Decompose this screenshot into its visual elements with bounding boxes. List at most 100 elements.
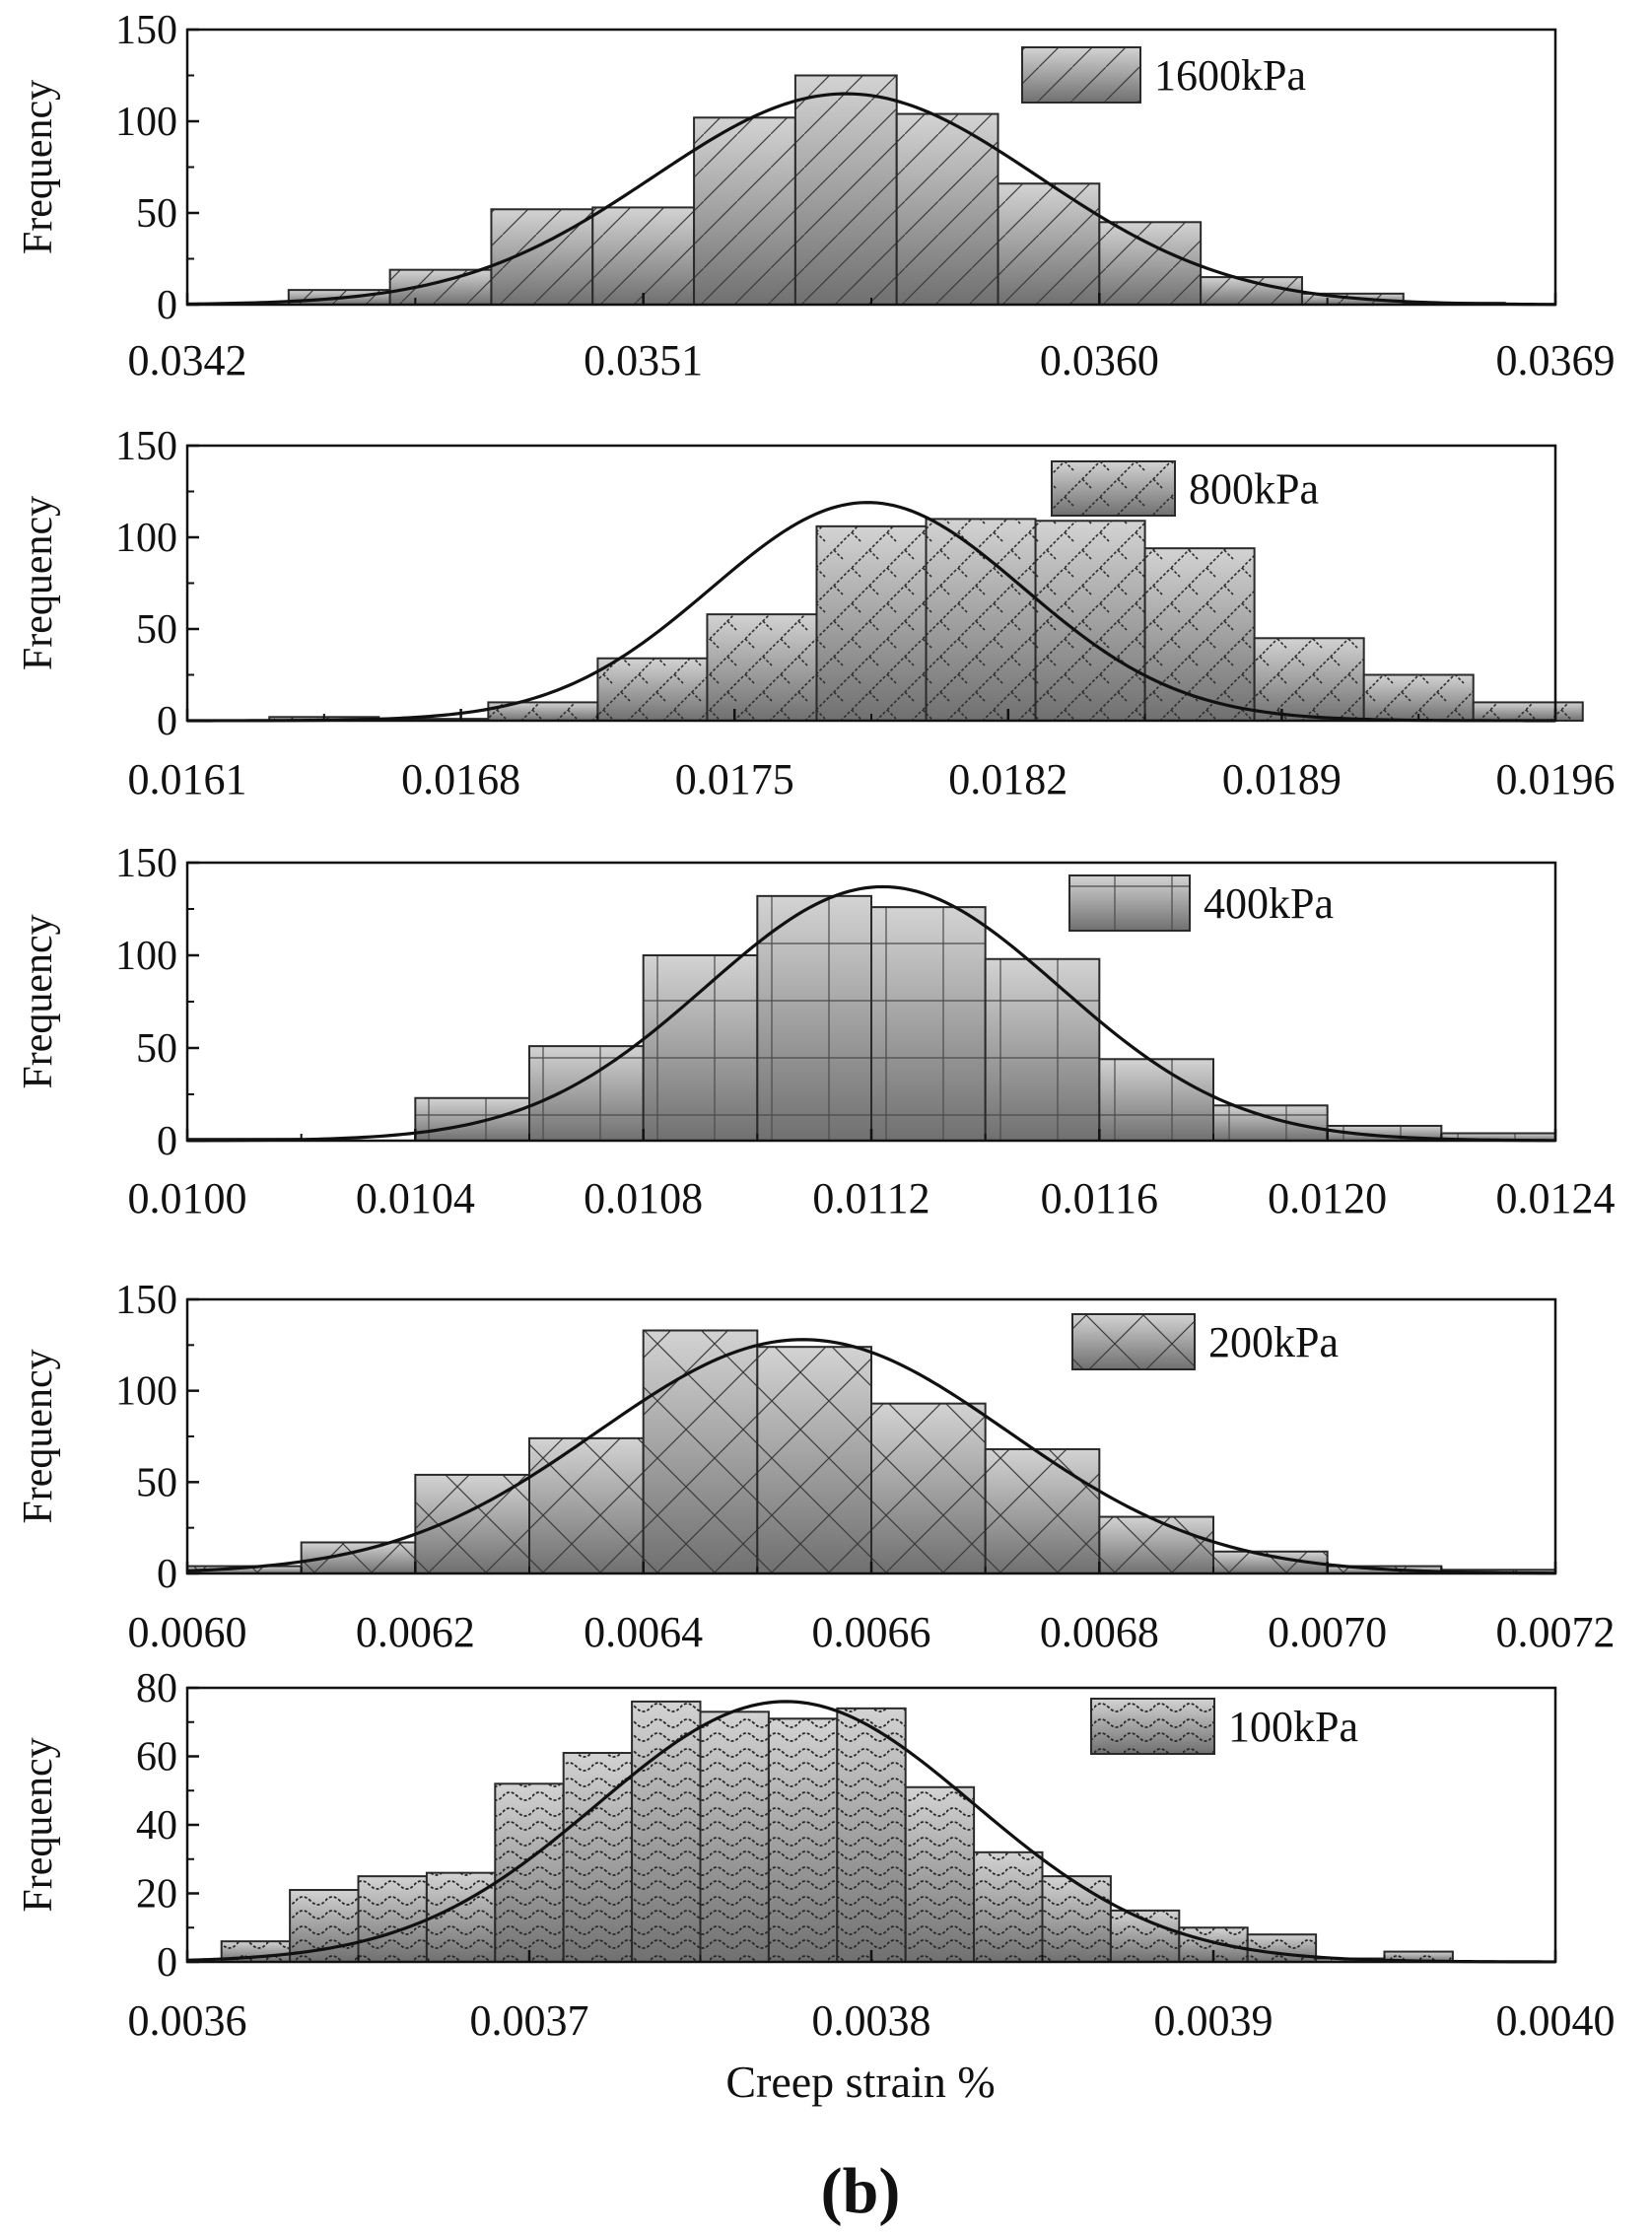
legend-swatch <box>1071 1313 1196 1370</box>
bar <box>815 524 928 723</box>
bar-outline <box>1472 701 1584 723</box>
bar <box>870 1402 987 1575</box>
y-tick-label: 0 <box>157 1552 177 1597</box>
bar <box>767 1717 839 1964</box>
y-tick-label: 0 <box>157 283 177 328</box>
x-tick-label: 0.0196 <box>1496 755 1616 803</box>
bar-outline <box>973 1850 1044 1964</box>
y-tick-label: 40 <box>136 1803 177 1849</box>
legend: 800kPa <box>1051 460 1319 517</box>
bar-outline <box>494 1782 565 1964</box>
x-tick-label: 0.0108 <box>584 1174 703 1222</box>
x-tick-label: 0.0068 <box>1040 1608 1159 1656</box>
bar <box>1098 221 1203 306</box>
bar-outline <box>984 957 1101 1143</box>
y-tick-label: 0 <box>157 699 177 744</box>
legend: 200kPa <box>1071 1313 1339 1370</box>
legend-swatch <box>1051 460 1176 517</box>
bar <box>997 182 1101 307</box>
panel-800kPa: 0.0161 0.0168 0.0175 0.0182 0.0189 0.0196 0 50 1… <box>16 424 1616 803</box>
x-tick-label: 0.0116 <box>1041 1174 1158 1222</box>
x-tick-label: 0.0168 <box>401 755 520 803</box>
y-tick-label: 50 <box>136 607 177 653</box>
bar <box>756 894 872 1143</box>
bar-outline <box>642 954 759 1142</box>
bar-outline <box>1098 1515 1215 1574</box>
y-tick-label: 100 <box>115 516 177 561</box>
y-tick-label: 20 <box>136 1872 177 1918</box>
panel-1600kPa: 0.0342 0.0351 0.0360 0.0369 0 50 100 150 Frequen… <box>16 8 1616 384</box>
bar <box>1200 276 1303 307</box>
bar <box>528 1436 645 1575</box>
bar <box>642 954 759 1142</box>
bar <box>357 1875 428 1963</box>
x-tick-label: 0.0369 <box>1496 336 1616 384</box>
legend-swatch <box>1021 46 1141 104</box>
x-tick-label: 0.0351 <box>584 336 703 384</box>
x-tick-label: 0.0161 <box>128 755 247 803</box>
bar-outline <box>706 613 818 722</box>
y-tick-label: 60 <box>136 1735 177 1780</box>
bar <box>487 701 599 723</box>
bar-outline <box>870 1402 987 1575</box>
normal-fit-curve <box>186 1700 1556 1964</box>
figure-label: (b) <box>821 2155 901 2227</box>
bar <box>973 1850 1044 1964</box>
bar <box>1362 673 1475 722</box>
bar-outline <box>425 1871 497 1964</box>
legend-swatch <box>1068 874 1191 932</box>
bar <box>1098 1058 1215 1143</box>
bar <box>699 1710 770 1963</box>
bar <box>895 112 999 306</box>
bar-outline <box>870 906 987 1142</box>
y-tick-label: 150 <box>115 424 177 469</box>
x-tick-label: 0.0066 <box>812 1608 931 1656</box>
bar-outline <box>699 1710 770 1963</box>
y-tick-label: 100 <box>115 100 177 145</box>
bar <box>984 957 1101 1143</box>
bar-outline <box>1034 520 1146 723</box>
bar <box>596 657 709 723</box>
y-tick-label: 100 <box>115 1369 177 1415</box>
bar <box>631 1700 702 1964</box>
bar <box>1253 637 1365 722</box>
legend-label: 800kPa <box>1189 465 1319 514</box>
bar <box>706 613 818 722</box>
bar <box>642 1329 759 1575</box>
x-tick-label: 0.0342 <box>128 336 247 384</box>
bar <box>1143 547 1256 722</box>
y-tick-label: 150 <box>115 841 177 886</box>
x-tick-label: 0.0189 <box>1222 755 1342 803</box>
y-axis-title: Frequency <box>16 80 61 254</box>
legend-label: 200kPa <box>1208 1318 1339 1366</box>
bar-outline <box>815 524 928 723</box>
bar-outline <box>925 518 1037 723</box>
bar <box>1034 520 1146 723</box>
y-tick-label: 50 <box>136 1026 177 1072</box>
bar <box>984 1447 1101 1575</box>
bar <box>693 116 796 306</box>
y-axis-title: Frequency <box>16 496 61 670</box>
x-axis-title: Creep strain % <box>725 2057 995 2107</box>
bar <box>756 1346 872 1574</box>
bar <box>591 206 696 306</box>
x-tick-label: 0.0104 <box>356 1174 475 1222</box>
bar-outline <box>1041 1875 1112 1963</box>
bar-outline <box>631 1700 702 1964</box>
bar-outline <box>1246 1933 1318 1963</box>
legend-swatch <box>1090 1698 1215 1755</box>
panel-200kPa: 0.0060 0.0062 0.0064 0.0066 0.0068 0.0070 0.00… <box>16 1278 1616 1656</box>
legend-label: 1600kPa <box>1154 51 1306 100</box>
x-tick-label: 0.0112 <box>812 1174 929 1222</box>
bar <box>1246 1933 1318 1963</box>
bar <box>870 906 987 1142</box>
bar-outline <box>693 116 796 306</box>
legend-label: 100kPa <box>1228 1703 1358 1751</box>
bar-outline <box>528 1045 645 1142</box>
x-tick-label: 0.0064 <box>584 1608 703 1656</box>
x-tick-label: 0.0360 <box>1040 336 1159 384</box>
bar <box>562 1752 634 1964</box>
y-axis-title: Frequency <box>16 1737 61 1912</box>
bar-outline <box>591 206 696 306</box>
